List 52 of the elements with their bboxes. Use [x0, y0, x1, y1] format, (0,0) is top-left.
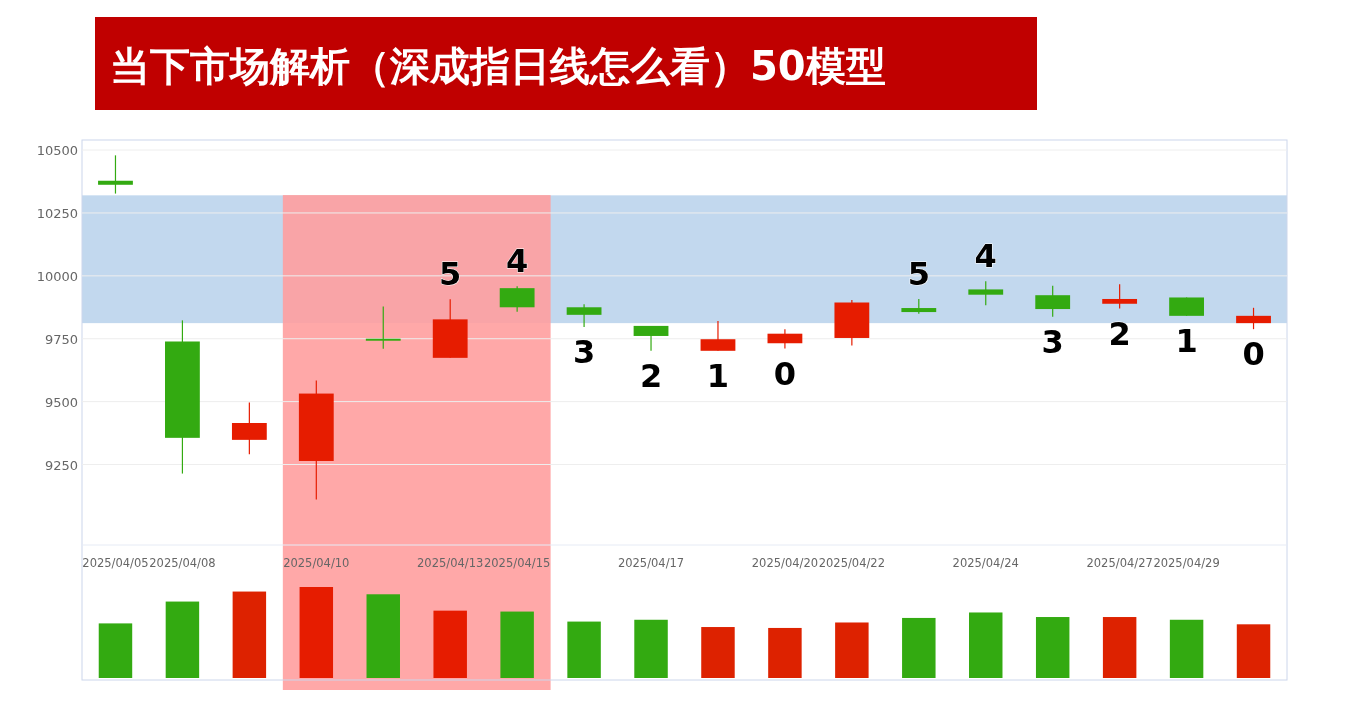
text: 2: [1108, 314, 1131, 353]
x-tick-label: 2025/04/20: [751, 556, 819, 570]
text: 5: [439, 255, 462, 294]
bar: [500, 611, 534, 678]
text: 2: [639, 356, 663, 395]
x-tick-label: 2025/04/10: [283, 556, 350, 570]
bar: [1236, 624, 1271, 678]
text: 3: [1041, 322, 1064, 361]
x-tick-label: 2025/04/24: [952, 556, 1019, 570]
text: 3: [572, 332, 596, 371]
bar: [835, 622, 869, 678]
x-tick-label: 2025/04/29: [1153, 556, 1220, 570]
bar: [165, 601, 200, 678]
text: 4: [506, 242, 529, 281]
y-tick-label: 10250: [36, 205, 78, 221]
bar: [768, 627, 802, 678]
bar: [969, 612, 1003, 678]
bar: [366, 594, 400, 678]
text: 1: [1175, 321, 1198, 360]
y-tick-label: 9500: [44, 394, 78, 410]
candlestick: [968, 280, 1004, 306]
x-tick-label: 2025/04/17: [617, 556, 685, 570]
bar: [299, 587, 334, 678]
text: 1: [706, 356, 730, 395]
bar: [98, 623, 133, 678]
bar: [902, 617, 936, 678]
bar: [1035, 617, 1070, 678]
y-tick-label: 10500: [36, 143, 78, 159]
x-tick-label: 2025/04/08: [149, 556, 216, 570]
candlestick: [98, 154, 133, 195]
text: 5: [907, 254, 930, 293]
x-tick-label: 2025/04/22: [818, 556, 886, 570]
x-tick-label: 2025/04/27: [1086, 556, 1153, 570]
bar: [232, 591, 267, 678]
x-tick-label: 2025/04/15: [483, 556, 551, 570]
x-tick-label: 2025/04/05: [82, 556, 149, 570]
x-tick-label: 2025/04/13: [417, 556, 484, 570]
candlestick: [1102, 283, 1138, 310]
bar: [1169, 619, 1204, 678]
bar: [701, 627, 735, 678]
y-tick-label: 9250: [44, 457, 78, 473]
bar: [634, 619, 668, 678]
bar: [1102, 617, 1137, 678]
bar: [567, 621, 601, 678]
y-tick-label: 9750: [44, 331, 78, 347]
y-tick-label: 10000: [36, 268, 78, 284]
chart-title: 当下市场解析（深成指日线怎么看）50模型: [110, 43, 886, 89]
text: 0: [1242, 335, 1265, 374]
candlestick: [365, 305, 401, 350]
text: 4: [974, 237, 997, 276]
bar: [433, 610, 467, 678]
text: 0: [773, 354, 797, 393]
